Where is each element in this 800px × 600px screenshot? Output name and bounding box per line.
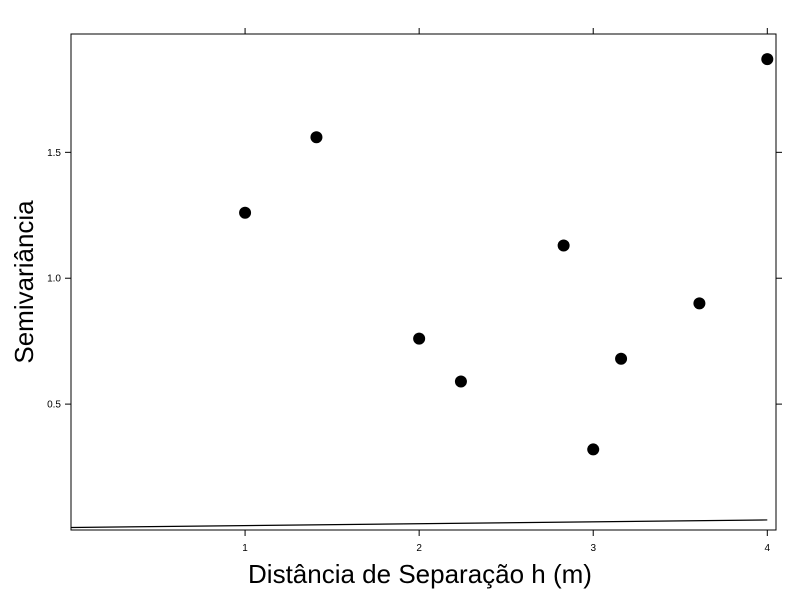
fitted-model-line-group: [70, 519, 768, 529]
y-tick-label: 1.0: [47, 274, 61, 285]
data-point: [693, 297, 706, 310]
axis-ticks: 1 2 3 4 0.5 1.0 1.5: [47, 28, 782, 554]
plot-frame: [70, 33, 777, 531]
x-axis-title: Distância de Separação h (m): [248, 559, 592, 589]
x-tick-label: 2: [416, 543, 422, 554]
data-point: [310, 131, 323, 144]
fitted-model-line: [70, 519, 768, 529]
data-point: [557, 239, 570, 252]
y-tick-label: 0.5: [47, 400, 61, 411]
data-point: [615, 352, 628, 365]
data-point: [413, 332, 426, 345]
x-tick-label: 4: [765, 543, 771, 554]
x-tick-label: 1: [242, 543, 248, 554]
data-point: [587, 443, 600, 456]
y-axis-title: Semivariância: [9, 200, 39, 364]
x-tick-label: 3: [590, 543, 596, 554]
data-point: [454, 375, 467, 388]
data-point: [761, 53, 774, 66]
y-tick-label: 1.5: [47, 148, 61, 159]
data-point: [239, 206, 252, 219]
data-points: [239, 53, 774, 456]
